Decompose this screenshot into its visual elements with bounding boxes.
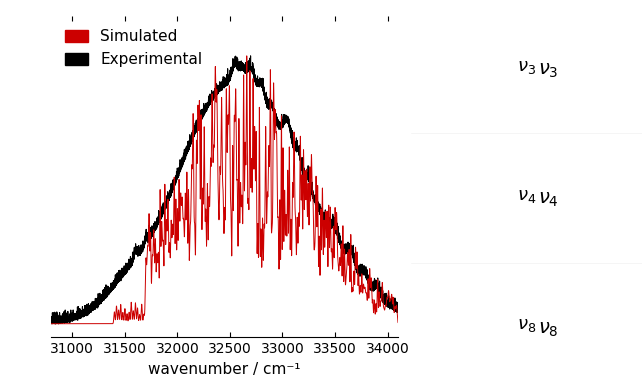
Experimental xyxy=(247,54,254,58)
Simulated xyxy=(177,191,184,195)
Simulated xyxy=(275,221,282,226)
Text: $\nu_3$: $\nu_3$ xyxy=(538,61,559,80)
Text: $\nu_4$: $\nu_4$ xyxy=(517,187,536,205)
Experimental xyxy=(48,315,55,319)
Line: Experimental: Experimental xyxy=(51,56,408,324)
Text: $\nu_3$: $\nu_3$ xyxy=(517,58,536,76)
Experimental xyxy=(65,316,73,321)
Legend: Simulated, Experimental: Simulated, Experimental xyxy=(59,23,209,73)
Experimental xyxy=(48,321,55,326)
Experimental xyxy=(313,197,320,201)
X-axis label: wavenumber / cm⁻¹: wavenumber / cm⁻¹ xyxy=(148,361,301,377)
Experimental xyxy=(275,121,282,126)
Experimental xyxy=(259,87,266,92)
Simulated xyxy=(331,209,339,213)
Simulated xyxy=(404,321,412,326)
Text: $\nu_8$: $\nu_8$ xyxy=(538,320,559,339)
Experimental xyxy=(177,166,184,171)
Simulated xyxy=(48,321,55,326)
Simulated xyxy=(65,321,73,326)
Line: Simulated: Simulated xyxy=(51,56,408,324)
Text: $\nu_4$: $\nu_4$ xyxy=(538,191,559,209)
Text: $\nu_8$: $\nu_8$ xyxy=(517,316,536,334)
Experimental xyxy=(331,229,339,233)
Experimental xyxy=(404,308,412,313)
Simulated xyxy=(313,177,320,182)
Simulated xyxy=(243,54,250,58)
Simulated xyxy=(259,224,266,229)
